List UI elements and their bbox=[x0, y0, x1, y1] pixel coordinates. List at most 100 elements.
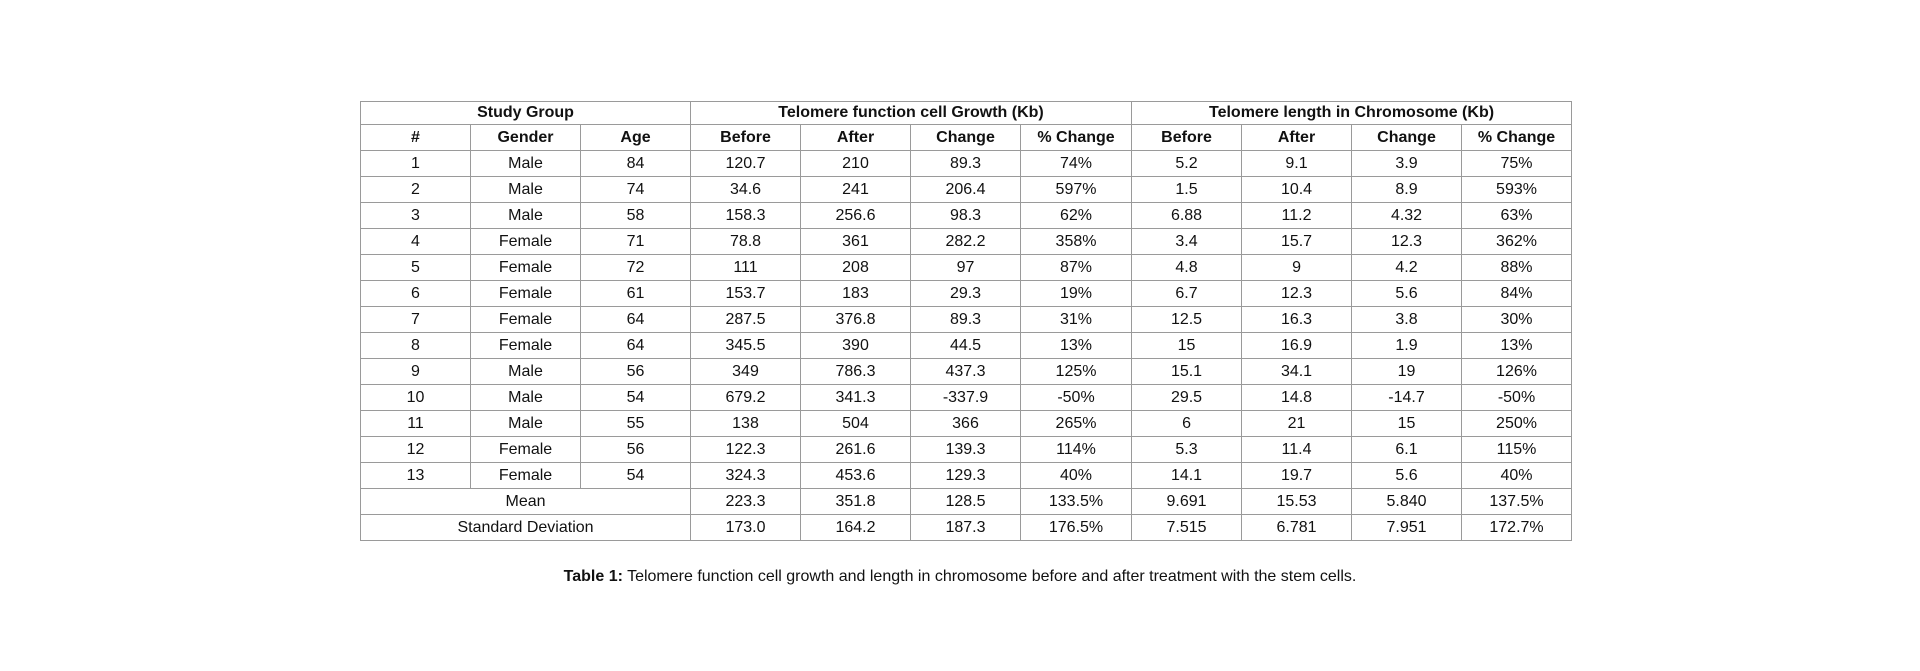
table-cell: 9 bbox=[360, 358, 471, 385]
table-cell: 7 bbox=[360, 306, 471, 333]
table-cell: 114% bbox=[1020, 436, 1133, 463]
summary-cell: 351.8 bbox=[800, 488, 912, 515]
table-cell: 29.5 bbox=[1131, 384, 1243, 411]
table-cell: 55 bbox=[579, 410, 692, 437]
table-cell: 6 bbox=[360, 280, 471, 307]
table-cell: 15 bbox=[1351, 410, 1463, 437]
table-row: 8 Female 64 345.5 390 44.5 13% 15 16.9 1.9 13% bbox=[360, 332, 1573, 359]
table-cell: Male bbox=[470, 176, 581, 203]
table-cell: 287.5 bbox=[690, 306, 802, 333]
table-cell: -50% bbox=[1461, 384, 1573, 411]
table-cell: 362% bbox=[1461, 228, 1573, 255]
table-cell: 15.1 bbox=[1131, 358, 1243, 385]
table-cell: -14.7 bbox=[1351, 384, 1463, 411]
table-cell: 5.6 bbox=[1351, 462, 1463, 489]
length-header: Telomere length in Chromosome (Kb) bbox=[1131, 101, 1573, 125]
table-cell: 75% bbox=[1461, 150, 1573, 177]
table-cell: 11.2 bbox=[1241, 202, 1353, 229]
table-cell: 210 bbox=[800, 150, 912, 177]
summary-label: Standard Deviation bbox=[359, 514, 692, 541]
table-cell: 2 bbox=[360, 176, 471, 203]
table-cell: 40% bbox=[1020, 462, 1133, 489]
table-cell: 44.5 bbox=[910, 332, 1022, 359]
table-cell: 111 bbox=[690, 254, 802, 281]
table-cell: 19.7 bbox=[1241, 462, 1353, 489]
table-cell: 29.3 bbox=[910, 280, 1022, 307]
table-cell: 6.88 bbox=[1131, 202, 1243, 229]
table-cell: 64 bbox=[579, 306, 692, 333]
summary-row: Mean 223.3 351.8 128.5 133.5% 9.691 15.53 5.840… bbox=[359, 488, 1573, 515]
table-cell: 1.5 bbox=[1131, 176, 1243, 203]
summary-cell: 223.3 bbox=[690, 488, 802, 515]
summary-cell: 15.53 bbox=[1241, 488, 1353, 515]
table-cell: 158.3 bbox=[690, 202, 802, 229]
table-cell: 56 bbox=[579, 358, 692, 385]
table-cell: Female bbox=[470, 228, 581, 255]
table-cell: 261.6 bbox=[800, 436, 912, 463]
table-cell: 6 bbox=[1131, 410, 1243, 437]
summary-cell: 128.5 bbox=[910, 488, 1022, 515]
table-cell: Male bbox=[470, 358, 581, 385]
table-cell: 366 bbox=[910, 410, 1022, 437]
table-cell: 54 bbox=[579, 462, 692, 489]
summary-cell: 176.5% bbox=[1020, 514, 1133, 541]
summary-cell: 6.781 bbox=[1241, 514, 1353, 541]
table-cell: 679.2 bbox=[690, 384, 802, 411]
table-cell: Male bbox=[470, 202, 581, 229]
table-cell: 250% bbox=[1461, 410, 1573, 437]
table-cell: 282.2 bbox=[910, 228, 1022, 255]
table-cell: 9.1 bbox=[1241, 150, 1353, 177]
table-cell: 1 bbox=[360, 150, 471, 177]
table-cell: 19% bbox=[1020, 280, 1133, 307]
table-row: 13 Female 54 324.3 453.6 129.3 40% 14.1 19.7 5.6 4… bbox=[360, 462, 1573, 489]
table-cell: 4 bbox=[360, 228, 471, 255]
table-cell: 21 bbox=[1241, 410, 1353, 437]
table-cell: 341.3 bbox=[800, 384, 912, 411]
table-cell: Female bbox=[470, 280, 581, 307]
table-cell: 84% bbox=[1461, 280, 1573, 307]
table-cell: 19 bbox=[1351, 358, 1463, 385]
summary-cell: 172.7% bbox=[1461, 514, 1573, 541]
sub-column-header: After bbox=[800, 124, 912, 151]
table-cell: Female bbox=[470, 254, 581, 281]
table-cell: 54 bbox=[579, 384, 692, 411]
table-cell: 16.3 bbox=[1241, 306, 1353, 333]
table-cell: 3.8 bbox=[1351, 306, 1463, 333]
table-cell: 11 bbox=[360, 410, 471, 437]
table-row: 10 Male 54 679.2 341.3 -337.9 -50% 29.5 14.8 -14.… bbox=[360, 384, 1573, 411]
table-cell: 5.2 bbox=[1131, 150, 1243, 177]
table-cell: 6.1 bbox=[1351, 436, 1463, 463]
table-cell: 30% bbox=[1461, 306, 1573, 333]
sub-column-header: % Change bbox=[1020, 124, 1133, 151]
table-cell: 3 bbox=[360, 202, 471, 229]
table-row: 5 Female 72 111 208 97 87% 4.8 9 4.2 88% bbox=[360, 254, 1573, 281]
table-cell: 208 bbox=[800, 254, 912, 281]
table-cell: 71 bbox=[579, 228, 692, 255]
sub-column-header: Change bbox=[910, 124, 1022, 151]
table-cell: 241 bbox=[800, 176, 912, 203]
summary-cell: 187.3 bbox=[910, 514, 1022, 541]
table-cell: 13% bbox=[1461, 332, 1573, 359]
summary-row: Standard Deviation 173.0 164.2 187.3 176.5% 7… bbox=[359, 514, 1573, 541]
summary-cell: 137.5% bbox=[1461, 488, 1573, 515]
table-cell: -50% bbox=[1020, 384, 1133, 411]
summary-cell: 7.951 bbox=[1351, 514, 1463, 541]
table-cell: 12.3 bbox=[1351, 228, 1463, 255]
table-cell: Male bbox=[470, 410, 581, 437]
sub-column-header: Change bbox=[1351, 124, 1463, 151]
table-body: 1 Male 84 120.7 210 89.3 74% 5.2 9.1 3.9 75% 2 Male 7… bbox=[359, 150, 1573, 541]
table-cell: 8 bbox=[360, 332, 471, 359]
table-cell: 504 bbox=[800, 410, 912, 437]
sub-column-header: % Change bbox=[1461, 124, 1573, 151]
table-cell: 72 bbox=[579, 254, 692, 281]
table-row: 3 Male 58 158.3 256.6 98.3 62% 6.88 11.2 4.32 63% bbox=[360, 202, 1573, 229]
table-cell: 13% bbox=[1020, 332, 1133, 359]
table-cell: 122.3 bbox=[690, 436, 802, 463]
telomere-table: Study Group Telomere function cell Growt… bbox=[359, 101, 1573, 541]
table-cell: 129.3 bbox=[910, 462, 1022, 489]
sub-column-header: Before bbox=[1131, 124, 1243, 151]
table-cell: 61 bbox=[579, 280, 692, 307]
table-row: 9 Male 56 349 786.3 437.3 125% 15.1 34.1 19 126% bbox=[360, 358, 1573, 385]
summary-cell: 173.0 bbox=[690, 514, 802, 541]
table-cell: 12.5 bbox=[1131, 306, 1243, 333]
